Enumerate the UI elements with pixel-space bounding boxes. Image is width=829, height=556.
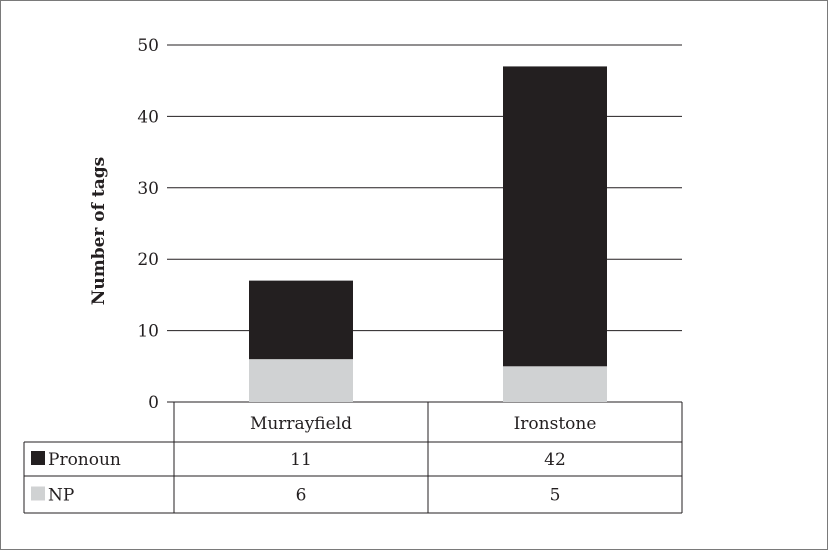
y-tick-label: 30 — [137, 179, 159, 199]
bar-np-ironstone — [503, 366, 607, 402]
bars — [249, 66, 607, 402]
data-table: Murrayfield Ironstone Pronoun 11 42 NP 6 5 — [23, 402, 683, 514]
category-label: Ironstone — [514, 414, 597, 434]
y-tick-label: 50 — [137, 36, 159, 56]
y-axis-ticks: 0 10 20 30 40 50 — [137, 36, 159, 413]
table-value: 42 — [544, 450, 566, 470]
legend-swatch-np — [31, 486, 45, 501]
legend-swatch-pronoun — [31, 451, 45, 465]
legend-label: NP — [48, 486, 74, 506]
table-value: 5 — [550, 486, 561, 506]
y-tick-label: 10 — [137, 322, 159, 342]
y-tick-label: 20 — [137, 250, 159, 270]
y-axis-label: Number of tags — [89, 157, 109, 305]
y-tick-label: 40 — [137, 107, 159, 127]
table-value: 6 — [296, 486, 307, 506]
category-label: Murrayfield — [250, 414, 352, 434]
bar-np-murrayfield — [249, 359, 353, 402]
bar-pronoun-ironstone — [503, 66, 607, 367]
legend-label: Pronoun — [48, 450, 121, 470]
y-tick-label: 0 — [148, 393, 159, 413]
table-value: 11 — [290, 450, 312, 470]
bar-pronoun-murrayfield — [249, 280, 353, 360]
